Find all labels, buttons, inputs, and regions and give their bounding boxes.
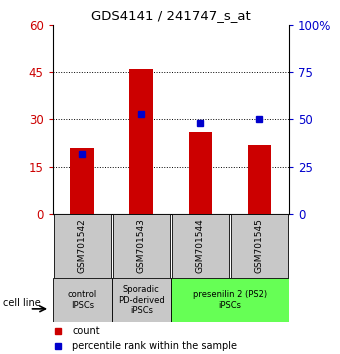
Bar xyxy=(113,214,170,278)
Text: GSM701545: GSM701545 xyxy=(255,218,264,274)
Text: percentile rank within the sample: percentile rank within the sample xyxy=(72,341,237,350)
Text: cell line: cell line xyxy=(3,298,41,308)
Title: GDS4141 / 241747_s_at: GDS4141 / 241747_s_at xyxy=(91,9,251,22)
Bar xyxy=(54,214,110,278)
Text: Sporadic
PD-derived
iPSCs: Sporadic PD-derived iPSCs xyxy=(118,285,165,315)
Bar xyxy=(130,69,153,214)
Text: presenilin 2 (PS2)
iPSCs: presenilin 2 (PS2) iPSCs xyxy=(193,290,267,310)
Bar xyxy=(189,132,212,214)
Bar xyxy=(231,214,288,278)
Bar xyxy=(171,278,289,322)
Bar xyxy=(112,278,171,322)
Text: GSM701542: GSM701542 xyxy=(78,219,87,273)
Bar xyxy=(248,145,271,214)
Bar xyxy=(70,148,94,214)
Bar xyxy=(53,278,112,322)
Text: GSM701544: GSM701544 xyxy=(196,219,205,273)
Text: count: count xyxy=(72,326,100,336)
Text: GSM701543: GSM701543 xyxy=(137,218,146,274)
Text: control
IPSCs: control IPSCs xyxy=(68,290,97,310)
Bar xyxy=(172,214,229,278)
